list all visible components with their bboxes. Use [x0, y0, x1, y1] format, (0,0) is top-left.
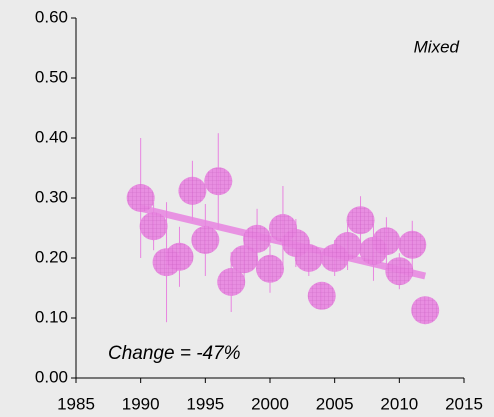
y-tick-label: 0.20: [35, 247, 68, 266]
y-tick-label: 0.00: [35, 367, 68, 386]
y-tick-label: 0.50: [35, 67, 68, 86]
point: [346, 206, 375, 235]
point: [139, 212, 168, 241]
point: [204, 167, 233, 196]
point: [230, 245, 259, 274]
annotation: Mixed: [414, 37, 460, 56]
y-tick-label: 0.60: [35, 7, 68, 26]
point: [126, 184, 155, 212]
x-tick-label: 2005: [316, 394, 354, 413]
annotation: Change = -47%: [108, 343, 241, 364]
x-tick-label: 2015: [445, 394, 483, 413]
point: [165, 242, 194, 271]
point: [191, 226, 220, 254]
point: [385, 257, 414, 286]
point: [178, 176, 207, 205]
y-tick-label: 0.30: [35, 187, 68, 206]
point: [411, 296, 440, 325]
point: [243, 224, 272, 253]
point: [217, 268, 246, 296]
point: [333, 232, 362, 260]
point: [372, 227, 401, 256]
x-tick-label: 2000: [251, 394, 289, 413]
x-tick-label: 2010: [380, 394, 418, 413]
point: [256, 254, 284, 283]
point: [307, 281, 336, 310]
y-tick-label: 0.40: [35, 127, 68, 146]
x-tick-label: 1990: [122, 394, 160, 413]
x-tick-label: 1985: [57, 394, 95, 413]
x-tick-label: 1995: [186, 394, 224, 413]
y-tick-label: 0.10: [35, 307, 68, 326]
point: [294, 244, 323, 272]
point: [398, 230, 427, 259]
